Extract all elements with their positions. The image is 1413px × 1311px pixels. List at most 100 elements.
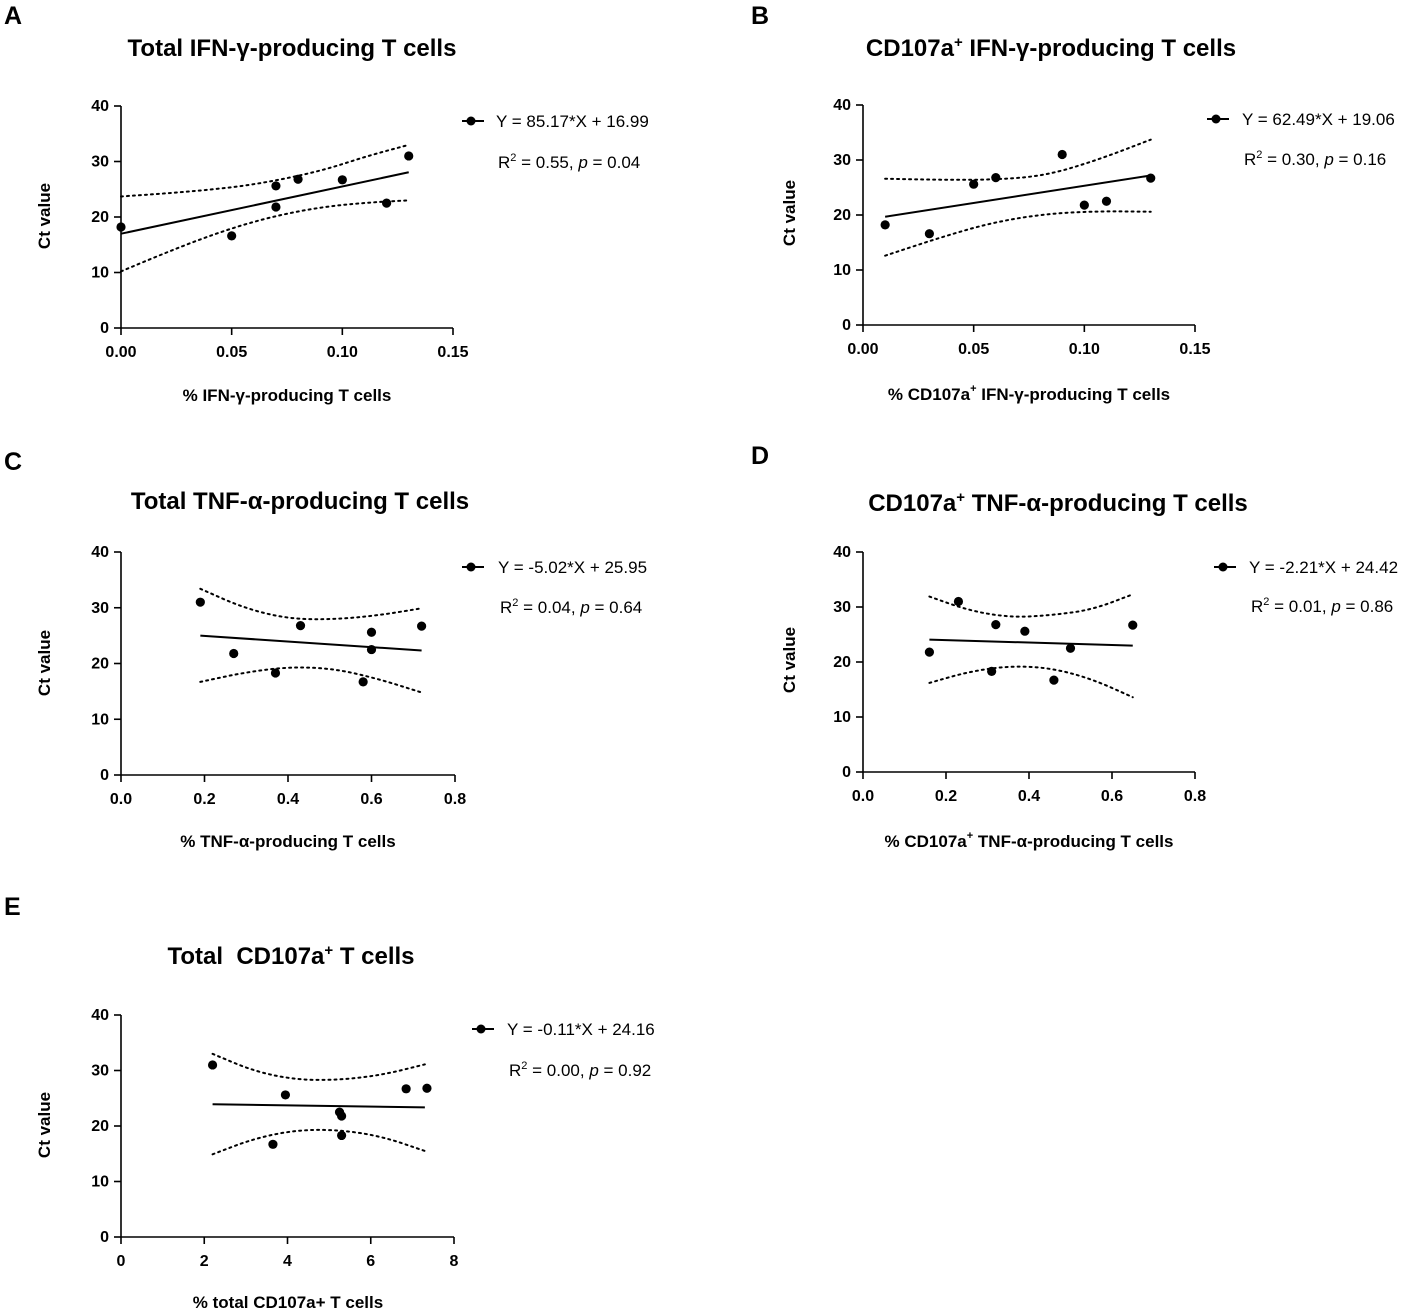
x-tick-label: 0.2 <box>935 788 957 805</box>
y-tick-label: 10 <box>91 711 109 728</box>
y-tick-label: 0 <box>842 317 851 334</box>
data-point <box>116 222 126 232</box>
y-tick-label: 30 <box>91 154 109 171</box>
ci-lower-band <box>211 1128 426 1156</box>
y-tick-label: 0 <box>100 320 109 337</box>
data-point <box>1020 626 1030 636</box>
data-point <box>280 1090 291 1100</box>
regression-line <box>200 634 422 652</box>
data-point <box>337 1111 347 1121</box>
x-tick-label: 0.8 <box>1184 788 1206 805</box>
legend-equation: Y = -0.11*X + 24.16 <box>507 1020 655 1039</box>
y-tick-label: 20 <box>91 656 109 673</box>
x-axis-label: % IFN-γ-producing T cells <box>183 386 392 405</box>
x-tick-label: 0.4 <box>1018 788 1040 805</box>
y-tick-label: 30 <box>833 599 851 616</box>
data-point <box>422 1083 432 1093</box>
panel-e: E Total CD107a+ T cells Y = -0.11*X + 24… <box>4 893 655 1311</box>
data-point <box>271 181 281 191</box>
panel-letter-a: A <box>4 2 22 30</box>
legend: Y = -2.21*X + 24.42 R2 = 0.01, p = 0.86 <box>1214 558 1398 616</box>
x-tick-label: 8 <box>450 1253 459 1270</box>
data-point <box>337 175 347 185</box>
legend: Y = -0.11*X + 24.16 R2 = 0.00, p = 0.92 <box>472 1020 655 1080</box>
y-tick-label: 10 <box>833 709 851 726</box>
x-tick-label: 0.6 <box>360 791 382 808</box>
x-axis-label: % total CD107a+ T cells <box>193 1293 383 1311</box>
panel-letter-e: E <box>4 893 21 921</box>
data-point <box>924 647 935 657</box>
data-point <box>229 648 239 659</box>
x-axis-label: % CD107a+ TNF-α-producing T cells <box>885 830 1174 851</box>
data-point <box>401 1084 411 1094</box>
ci-upper-band <box>199 587 423 621</box>
ci-lower-band <box>199 666 423 694</box>
y-axis-label: Ct value <box>780 180 799 246</box>
x-axis-label: % TNF-α-producing T cells <box>180 832 395 851</box>
y-tick-label: 20 <box>91 209 109 226</box>
y-tick-label: 0 <box>100 767 109 784</box>
data-point <box>991 173 1001 183</box>
ci-lower-band <box>884 210 1152 257</box>
y-axis-label: Ct value <box>35 630 54 696</box>
data-point <box>207 1060 218 1070</box>
x-axis-label: % CD107a+ IFN-γ-producing T cells <box>888 383 1170 404</box>
y-tick-label: 0 <box>842 764 851 781</box>
legend-equation: Y = 62.49*X + 19.06 <box>1242 110 1395 129</box>
y-tick-label: 40 <box>91 98 109 115</box>
ci-lower-band <box>928 665 1134 699</box>
data-point <box>404 151 414 161</box>
legend-dot-marker <box>466 562 476 572</box>
ci-upper-band <box>884 138 1152 181</box>
x-tick-label: 0.6 <box>1101 788 1123 805</box>
y-tick-label: 0 <box>100 1229 109 1246</box>
legend: Y = 85.17*X + 16.99 R2 = 0.55, p = 0.04 <box>462 112 649 172</box>
x-tick-label: 0.15 <box>437 344 468 361</box>
panel-c: C Total TNF-α-producing T cells Y = -5.0… <box>4 448 647 851</box>
legend-equation: Y = 85.17*X + 16.99 <box>496 112 649 131</box>
data-point <box>295 620 306 631</box>
data-point <box>337 1130 347 1141</box>
data-point <box>953 596 964 607</box>
data-point <box>1079 200 1089 210</box>
data-point <box>358 677 368 687</box>
y-tick-label: 10 <box>91 265 109 282</box>
data-point <box>417 621 427 631</box>
y-tick-label: 30 <box>833 152 851 169</box>
ci-upper-band <box>120 143 410 198</box>
data-point <box>1065 643 1076 653</box>
data-point <box>366 627 377 637</box>
chart-title: Total TNF-α-producing T cells <box>131 488 469 515</box>
x-tick-label: 0.15 <box>1179 341 1210 358</box>
x-tick-label: 0.8 <box>444 791 466 808</box>
data-point <box>195 597 205 607</box>
panel-b: B CD107a+ IFN-γ-producing T cells Y = 62… <box>751 2 1395 404</box>
data-point <box>1146 173 1156 183</box>
y-tick-label: 40 <box>833 544 851 561</box>
legend-dot-marker <box>1218 562 1228 572</box>
legend-equation: Y = -5.02*X + 25.95 <box>498 558 647 577</box>
y-axis-label: Ct value <box>35 183 54 249</box>
ci-upper-band <box>928 593 1134 618</box>
panel-letter-c: C <box>4 448 22 476</box>
data-point <box>991 620 1001 630</box>
y-axis-label: Ct value <box>780 627 799 693</box>
legend-stats: R2 = 0.04, p = 0.64 <box>500 597 642 617</box>
legend: Y = -5.02*X + 25.95 R2 = 0.04, p = 0.64 <box>462 558 647 617</box>
legend-stats: R2 = 0.55, p = 0.04 <box>498 152 640 172</box>
regression-line <box>212 1103 425 1109</box>
x-tick-label: 0.00 <box>105 344 136 361</box>
ci-upper-band <box>211 1052 426 1081</box>
panel-letter-d: D <box>751 442 769 470</box>
legend: Y = 62.49*X + 19.06 R2 = 0.30, p = 0.16 <box>1207 110 1395 169</box>
y-tick-label: 40 <box>833 97 851 114</box>
y-tick-label: 20 <box>91 1118 109 1135</box>
regression-line <box>120 171 409 235</box>
x-tick-label: 0.10 <box>1069 341 1100 358</box>
legend-dot-marker <box>466 116 476 126</box>
x-tick-label: 0.0 <box>110 791 132 808</box>
data-point <box>969 179 979 189</box>
data-point <box>293 174 303 184</box>
y-tick-label: 30 <box>91 1063 109 1080</box>
